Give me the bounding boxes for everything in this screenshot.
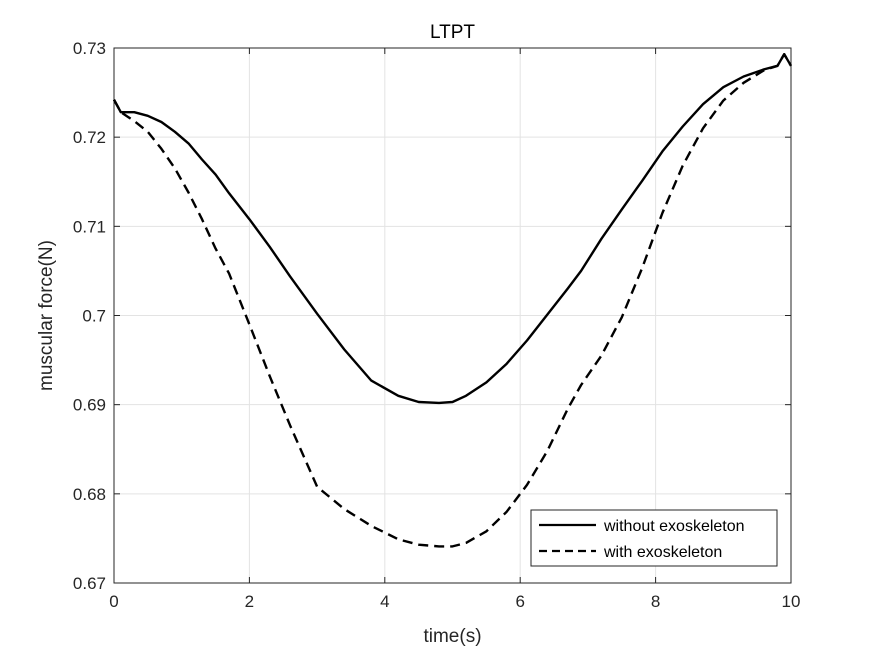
- y-tick-label: 0.67: [73, 574, 106, 593]
- x-tick-label: 2: [245, 592, 254, 611]
- y-tick-label: 0.69: [73, 396, 106, 415]
- legend-label-without-exoskeleton: without exoskeleton: [603, 518, 745, 535]
- y-tick-label: 0.7: [82, 307, 106, 326]
- series-line-without-exoskeleton: [112, 53, 793, 405]
- grid: [113, 47, 792, 584]
- x-tick-label: 0: [109, 592, 118, 611]
- series-lines: [112, 53, 793, 548]
- x-tick-label: 10: [782, 592, 801, 611]
- legend-label-with-exoskeleton: with exoskeleton: [603, 544, 722, 561]
- y-tick-label: 0.73: [73, 39, 106, 58]
- y-axis-label: muscular force(N): [36, 240, 57, 391]
- legend-box: [530, 509, 778, 567]
- legend: without exoskeleton with exoskeleton: [530, 509, 778, 567]
- x-tick-label: 4: [380, 592, 389, 611]
- y-tick-label: 0.72: [73, 128, 106, 147]
- x-tick-label: 8: [651, 592, 660, 611]
- chart-title: LTPT: [430, 22, 475, 43]
- series-line-with-exoskeleton: [112, 53, 793, 548]
- axis-ticks: 0 2 4 6 8 10 0.67 0.68 0.69 0.7 0.71 0.72 0.73: [73, 39, 801, 611]
- y-tick-label: 0.71: [73, 217, 106, 236]
- x-tick-label: 6: [515, 592, 524, 611]
- x-axis-label: time(s): [423, 626, 481, 647]
- y-tick-label: 0.68: [73, 485, 106, 504]
